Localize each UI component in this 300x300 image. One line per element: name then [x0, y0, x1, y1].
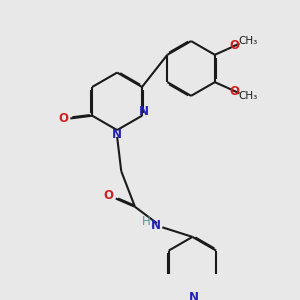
Text: N: N [138, 105, 148, 118]
Text: N: N [189, 291, 199, 300]
Text: O: O [58, 112, 68, 125]
Text: N: N [151, 219, 160, 232]
Text: CH₃: CH₃ [238, 91, 257, 101]
Text: CH₃: CH₃ [238, 36, 257, 46]
Text: H: H [142, 214, 150, 227]
Text: O: O [229, 39, 239, 52]
Text: N: N [112, 128, 122, 141]
Text: O: O [229, 85, 239, 98]
Text: O: O [103, 189, 113, 202]
